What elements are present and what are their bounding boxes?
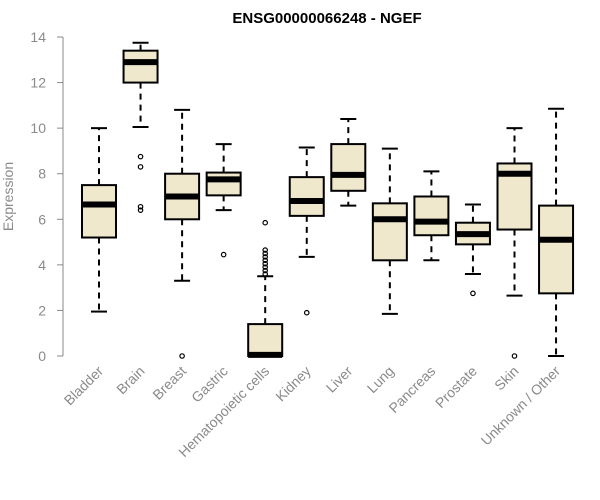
x-tick-label: Prostate bbox=[432, 363, 480, 411]
outlier-point bbox=[262, 264, 269, 270]
outlier-point bbox=[262, 247, 269, 253]
box-iqr bbox=[247, 323, 284, 358]
y-tick-label: 6 bbox=[38, 211, 46, 227]
box-iqr bbox=[330, 143, 367, 192]
box-group bbox=[454, 203, 491, 297]
outlier-point bbox=[137, 153, 144, 160]
outlier-point bbox=[262, 260, 269, 267]
box-iqr bbox=[413, 195, 450, 237]
y-tick-label: 4 bbox=[38, 257, 46, 273]
outlier-point bbox=[137, 207, 144, 213]
box-iqr bbox=[122, 49, 159, 84]
y-tick-label: 10 bbox=[30, 120, 46, 136]
box-series bbox=[81, 41, 575, 359]
chart-title: ENSG00000066248 - NGEF bbox=[232, 10, 421, 27]
box-group bbox=[164, 108, 201, 359]
outlier-point bbox=[137, 164, 144, 170]
outlier-point bbox=[262, 267, 269, 274]
box-group bbox=[247, 219, 284, 358]
outlier-point bbox=[179, 353, 185, 359]
outlier-point bbox=[262, 257, 269, 264]
box-group bbox=[205, 143, 242, 258]
box-group bbox=[81, 127, 117, 313]
box-iqr bbox=[371, 202, 408, 262]
box-group bbox=[288, 146, 325, 316]
y-tick-label: 8 bbox=[38, 166, 46, 182]
outlier-point bbox=[303, 309, 310, 316]
x-tick-label: Kidney bbox=[272, 363, 314, 405]
box-group bbox=[413, 170, 450, 262]
box-iqr bbox=[205, 171, 242, 197]
y-tick-label: 2 bbox=[38, 302, 46, 318]
box-group bbox=[330, 118, 367, 207]
outlier-point bbox=[262, 219, 269, 226]
y-tick-label: 12 bbox=[30, 75, 46, 91]
x-tick-label: Breast bbox=[149, 363, 189, 403]
outlier-point bbox=[262, 254, 269, 260]
x-tick-label: Bladder bbox=[61, 363, 107, 409]
box-iqr bbox=[81, 184, 117, 239]
outlier-point bbox=[220, 251, 227, 258]
outlier-point bbox=[511, 353, 518, 359]
x-tick-label: Unknown / Other bbox=[478, 363, 564, 449]
x-tick-label: Skin bbox=[491, 363, 522, 394]
box-group bbox=[538, 107, 575, 357]
x-tick-label: Liver bbox=[323, 363, 356, 396]
y-tick-label: 14 bbox=[30, 29, 46, 45]
box-group bbox=[122, 41, 159, 213]
outlier-point bbox=[262, 271, 269, 277]
outlier-point bbox=[262, 250, 269, 257]
box-iqr bbox=[288, 176, 325, 217]
y-axis-label: Expression bbox=[0, 162, 16, 231]
outlier-point bbox=[137, 203, 144, 210]
y-tick-label: 0 bbox=[38, 348, 46, 364]
box-iqr bbox=[538, 204, 575, 295]
outlier-point bbox=[470, 290, 476, 297]
x-tick-label: Lung bbox=[364, 363, 397, 396]
x-tick-label: Brain bbox=[113, 363, 147, 397]
box-group bbox=[496, 127, 533, 359]
box-group bbox=[371, 147, 408, 315]
y-axis-ticks: 0 2 4 6 8 10 12 14 bbox=[30, 29, 63, 364]
